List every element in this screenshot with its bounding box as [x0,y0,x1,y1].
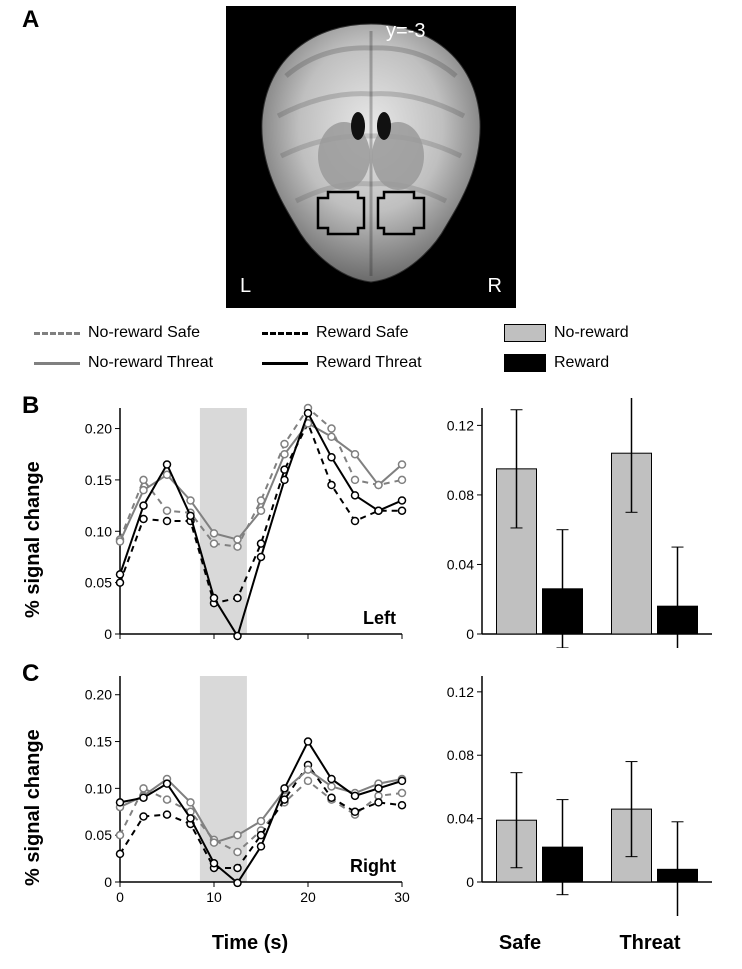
legend-reward-threat: Reward Threat [262,354,422,372]
solid-line-icon [34,362,80,365]
legend: No-reward Safe No-reward Threat Reward S… [34,320,714,384]
svg-text:0.20: 0.20 [85,687,112,703]
svg-text:0: 0 [466,874,474,890]
x-category-safe: Safe [480,932,560,955]
figure-root: A [0,0,742,969]
legend-label: Reward Threat [316,354,422,372]
panel-label-a: A [22,6,39,34]
svg-text:0.08: 0.08 [447,487,474,503]
svg-text:0.05: 0.05 [85,575,112,591]
timecourse-chart-left: 0 0.05 0.10 0.15 0.20 Left [72,398,412,648]
svg-text:0.20: 0.20 [85,421,112,437]
brain-right-label: R [488,275,502,298]
x-category-threat: Threat [600,932,700,955]
svg-text:10: 10 [206,889,222,905]
legend-label: No-reward Threat [88,354,213,372]
svg-text:0: 0 [104,874,112,890]
legend-label: No-reward Safe [88,324,200,342]
legend-reward-safe: Reward Safe [262,324,409,342]
brain-image-panel: y=-3 L R [226,6,516,308]
svg-text:0.15: 0.15 [85,734,112,750]
legend-no-reward-threat: No-reward Threat [34,354,213,372]
svg-text:0.12: 0.12 [447,417,474,433]
dashed-line-icon [262,332,308,335]
brain-coronal-icon [226,6,516,308]
svg-text:0: 0 [466,626,474,642]
svg-text:0.10: 0.10 [85,780,112,796]
legend-label: Reward [554,354,609,372]
brain-coord-label: y=-3 [386,20,425,43]
legend-reward-bar: Reward [504,354,609,372]
panel-label-c: C [22,660,39,688]
svg-text:Left: Left [363,608,396,628]
svg-text:0.10: 0.10 [85,523,112,539]
legend-label: No-reward [554,324,629,342]
svg-text:Right: Right [350,856,396,876]
svg-text:0.08: 0.08 [447,747,474,763]
svg-text:0.04: 0.04 [447,556,474,572]
x-axis-label-time: Time (s) [170,932,330,955]
timecourse-chart-right: 0 0.05 0.10 0.15 0.20 0 10 20 30 Right [72,666,412,916]
y-axis-label-c: % signal change [22,729,45,886]
svg-text:0.15: 0.15 [85,472,112,488]
legend-no-reward-bar: No-reward [504,324,629,342]
y-axis-label-b: % signal change [22,461,45,618]
svg-text:0.05: 0.05 [85,827,112,843]
svg-text:0: 0 [104,626,112,642]
bar-chart-left: 0 0.04 0.08 0.12 [432,398,722,648]
swatch-icon [504,324,546,342]
brain-left-label: L [240,275,251,298]
svg-text:0.12: 0.12 [447,684,474,700]
dashed-line-icon [34,332,80,335]
svg-text:30: 30 [394,889,410,905]
swatch-icon [504,354,546,372]
legend-label: Reward Safe [316,324,409,342]
svg-text:20: 20 [300,889,316,905]
legend-no-reward-safe: No-reward Safe [34,324,200,342]
bar-chart-right: 0 0.04 0.08 0.12 [432,666,722,916]
solid-line-icon [262,362,308,365]
panel-label-b: B [22,392,39,420]
svg-text:0: 0 [116,889,124,905]
svg-text:0.04: 0.04 [447,811,474,827]
